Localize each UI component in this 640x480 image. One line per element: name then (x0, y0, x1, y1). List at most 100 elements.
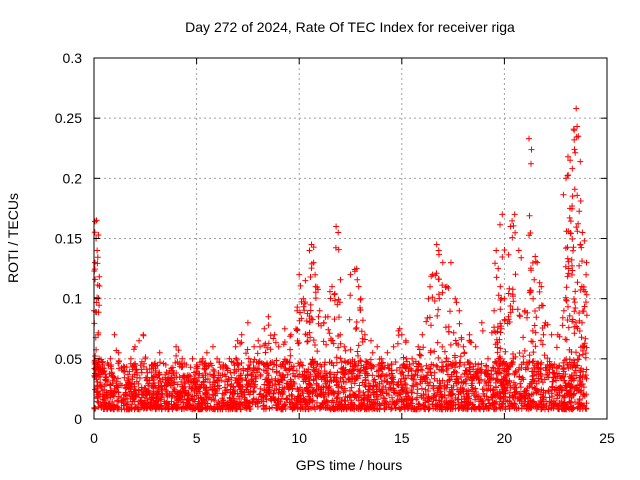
data-point-cluster (574, 279, 581, 286)
data-point-background (318, 376, 325, 383)
data-point-background (195, 390, 201, 397)
data-point-background (409, 382, 416, 389)
data-point-background (377, 366, 384, 373)
data-point-background (455, 396, 462, 403)
data-point-background (493, 398, 500, 405)
data-point-cluster (400, 372, 407, 379)
data-point-cluster (568, 256, 575, 263)
data-point-background (583, 366, 590, 373)
data-point (255, 337, 262, 344)
data-point-background (512, 369, 519, 376)
data-point-background (435, 397, 442, 404)
data-point-cluster (427, 283, 433, 290)
data-point-cluster (553, 365, 560, 372)
data-point-cluster (423, 318, 430, 325)
data-point-background (551, 361, 558, 368)
data-point-cluster (318, 322, 325, 329)
data-point-cluster (576, 328, 583, 334)
data-point-background (369, 372, 376, 379)
data-point (251, 343, 258, 350)
data-point-cluster (151, 373, 157, 379)
data-point-background (491, 399, 498, 406)
data-point-cluster (424, 314, 431, 321)
data-point-cluster (322, 314, 329, 321)
data-point (560, 307, 567, 314)
data-point-cluster (521, 308, 528, 315)
data-point-cluster (569, 318, 576, 325)
data-point (579, 229, 586, 236)
data-point-cluster (265, 322, 272, 329)
data-point-cluster (162, 374, 169, 381)
data-point-background (389, 374, 396, 381)
data-point-cluster (221, 371, 228, 378)
data-point-background (437, 380, 444, 387)
data-point-background (291, 404, 298, 411)
data-point-background (546, 358, 553, 365)
data-point-background (301, 399, 308, 406)
data-point-cluster (379, 386, 386, 393)
data-point-cluster (493, 370, 500, 377)
data-point-background (126, 368, 133, 375)
data-point-cluster (384, 378, 391, 385)
data-point-background (470, 390, 477, 397)
data-point-cluster (309, 356, 316, 363)
data-point-cluster (310, 337, 317, 344)
data-point-background (410, 383, 417, 390)
data-point-background (452, 395, 459, 401)
data-point-cluster (397, 364, 403, 371)
data-point (548, 331, 555, 338)
data-point-background (404, 405, 411, 412)
data-point-background (425, 388, 432, 394)
data-point-cluster (267, 346, 274, 353)
data-point-cluster (531, 369, 538, 376)
data-point-cluster (335, 296, 342, 303)
data-point-background (386, 404, 392, 410)
data-point-cluster (436, 251, 442, 258)
data-point-cluster (516, 350, 523, 356)
data-point-cluster (331, 290, 338, 297)
data-point (538, 283, 545, 290)
data-point-cluster (271, 361, 278, 368)
data-point-cluster (576, 352, 583, 359)
data-point-cluster (582, 354, 589, 361)
data-point-background (388, 361, 395, 368)
data-point-cluster (347, 367, 354, 374)
data-point-cluster (243, 386, 249, 393)
data-point-background (582, 372, 589, 379)
data-point-cluster (144, 388, 151, 395)
data-point-background (355, 397, 362, 404)
data-point-cluster (564, 361, 571, 368)
data-point (173, 343, 180, 350)
data-point-cluster (98, 369, 105, 376)
data-point-background (512, 381, 519, 388)
data-point-cluster (352, 326, 359, 332)
data-point (226, 355, 233, 362)
data-point-background (572, 399, 578, 405)
data-point-background (131, 398, 138, 405)
data-point-background (146, 396, 153, 403)
data-point-background (553, 377, 559, 384)
data-point-cluster (415, 367, 422, 374)
data-point-background (465, 390, 471, 397)
data-point-background (400, 401, 407, 408)
data-point-cluster (351, 268, 358, 275)
data-point-background (366, 398, 373, 405)
data-point-cluster (307, 371, 314, 378)
data-point-background (227, 369, 234, 376)
data-point-background (453, 360, 459, 367)
data-point-background (382, 398, 389, 405)
data-point-background (338, 397, 345, 403)
data-point-cluster (397, 378, 404, 385)
data-point-background (510, 394, 517, 401)
data-point-background (507, 382, 514, 389)
data-point-background (320, 393, 327, 400)
data-point-background (406, 395, 413, 401)
data-point-background (293, 367, 300, 374)
data-point-cluster (470, 373, 477, 380)
data-point-cluster (578, 334, 585, 341)
data-point-background (402, 365, 409, 371)
data-point-background (204, 405, 211, 412)
data-point-cluster (583, 391, 590, 398)
data-point-background (418, 385, 425, 392)
data-point-background (223, 406, 229, 413)
